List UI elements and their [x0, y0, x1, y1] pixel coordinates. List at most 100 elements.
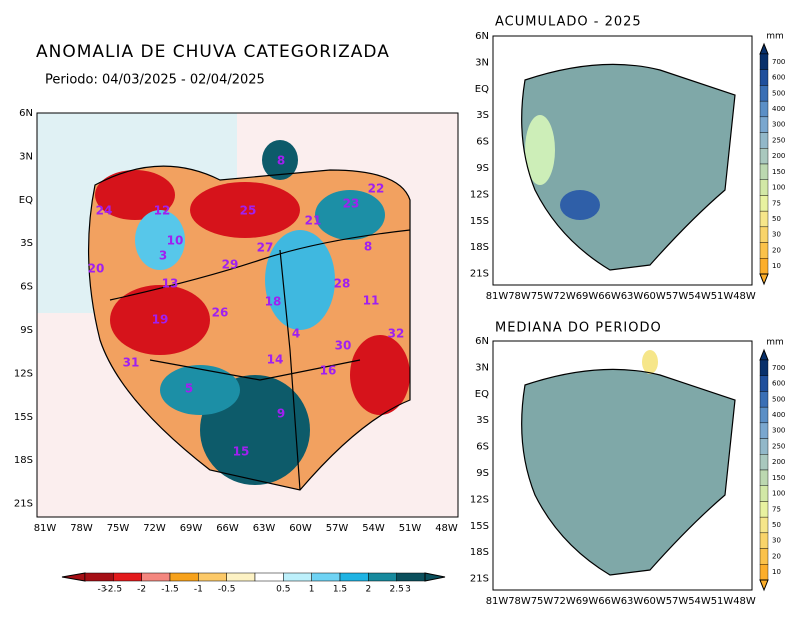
lat-label: 3N: [475, 57, 489, 68]
lat-label: 21S: [14, 499, 33, 510]
basin-label: 27: [257, 241, 274, 255]
lat-label: 3S: [476, 110, 489, 121]
colorbar-segment: [759, 422, 769, 439]
colorbar-label: 200: [772, 152, 785, 160]
colorbar-label: -2: [137, 585, 146, 595]
colorbar-segment: [759, 53, 769, 70]
basin-label: 22: [368, 182, 385, 196]
colorbar-segment: [141, 572, 171, 582]
colorbar-label: 10: [772, 568, 781, 576]
colorbar-segment: [759, 375, 769, 392]
accumulated-map: [492, 35, 753, 286]
colorbar-label: -3: [98, 585, 107, 595]
colorbar-label: 0.5: [276, 585, 290, 595]
map-fill: [265, 230, 335, 330]
colorbar-segment: [759, 485, 769, 502]
basin-label: 31: [123, 356, 140, 370]
colorbar-label: 50: [772, 521, 781, 529]
lon-label: 66W: [598, 596, 621, 607]
lon-label: 75W: [531, 291, 554, 302]
basin-label: 18: [265, 295, 282, 309]
lon-label: 51W: [711, 291, 734, 302]
lon-label: 69W: [576, 596, 599, 607]
colorbar-label: 100: [772, 184, 785, 192]
colorbar-end: [61, 572, 86, 582]
lat-label: 6N: [475, 31, 489, 42]
colorbar-segment: [311, 572, 341, 582]
lat-label: 18S: [470, 242, 489, 253]
colorbar-label: 600: [772, 74, 785, 82]
basin-label: 9: [277, 407, 285, 421]
colorbar-label: 300: [772, 427, 785, 435]
basin-label: 28: [334, 277, 351, 291]
basin-label: 19: [152, 313, 169, 327]
colorbar-segment: [339, 572, 369, 582]
lon-label: 54W: [362, 523, 385, 534]
lon-label: 75W: [107, 523, 130, 534]
colorbar-end: [759, 348, 769, 361]
colorbar-label: -1.5: [161, 585, 179, 595]
river: [149, 359, 361, 381]
lon-label: 63W: [621, 291, 644, 302]
lat-label: 18S: [470, 547, 489, 558]
lat-label: 9S: [476, 163, 489, 174]
lon-label: 51W: [399, 523, 422, 534]
colorbar-label: 700: [772, 58, 785, 66]
colorbar-label: 400: [772, 105, 785, 113]
map-fill: [110, 285, 210, 355]
anomaly-map: [36, 112, 459, 518]
colorbar-end: [759, 42, 769, 55]
basin-label: 4: [292, 327, 300, 341]
basin-label: 12: [154, 204, 171, 218]
lat-label: 21S: [470, 269, 489, 280]
map-fill: [262, 140, 298, 180]
lon-label: 81W: [34, 523, 57, 534]
basin-label: 32: [388, 327, 405, 341]
title: ANOMALIA DE CHUVA CATEGORIZADA: [36, 42, 390, 62]
lon-label: 69W: [576, 291, 599, 302]
basin-label: 13: [162, 277, 179, 291]
acc-title: ACUMULADO - 2025: [495, 15, 642, 30]
colorbar-label: 150: [772, 474, 785, 482]
basin-label: 15: [233, 445, 250, 459]
lat-label: 9S: [20, 325, 33, 336]
map-fill: [560, 190, 600, 220]
map-fill: [315, 190, 385, 240]
map-fill: [190, 182, 300, 238]
colorbar-label: 75: [772, 505, 781, 513]
colorbar-label: 100: [772, 490, 785, 498]
lat-label: 6S: [20, 282, 33, 293]
map-frame: [492, 35, 753, 286]
colorbar-segment: [759, 391, 769, 408]
colorbar-label: -1: [194, 585, 203, 595]
colorbar-unit: mm: [766, 32, 784, 42]
colorbar-label: 250: [772, 136, 785, 144]
colorbar-segment: [759, 406, 769, 424]
lat-label: 6N: [475, 336, 489, 347]
lon-label: 48W: [733, 291, 756, 302]
colorbar-segment: [759, 532, 769, 549]
lat-label: 12S: [470, 189, 489, 200]
basin-label: 23: [343, 197, 360, 211]
median-map: [492, 340, 753, 591]
lon-label: 54W: [688, 596, 711, 607]
colorbar-label: 700: [772, 364, 785, 372]
lon-label: 63W: [253, 523, 276, 534]
lat-label: 6S: [476, 137, 489, 148]
colorbar-end: [759, 579, 769, 592]
basin-label: 21: [305, 214, 322, 228]
colorbar-segment: [368, 572, 397, 582]
basin-label: 3: [159, 249, 167, 263]
colorbar-label: 600: [772, 380, 785, 388]
basin-label: 30: [335, 339, 352, 353]
lat-label: 12S: [470, 494, 489, 505]
colorbar-segment: [254, 572, 284, 582]
colorbar-label: 2: [365, 585, 371, 595]
colorbar-segment: [759, 179, 769, 196]
colorbar-segment: [759, 359, 769, 376]
lon-label: 78W: [508, 291, 531, 302]
lat-label: 6N: [19, 108, 33, 119]
basin-outline: [88, 165, 411, 491]
